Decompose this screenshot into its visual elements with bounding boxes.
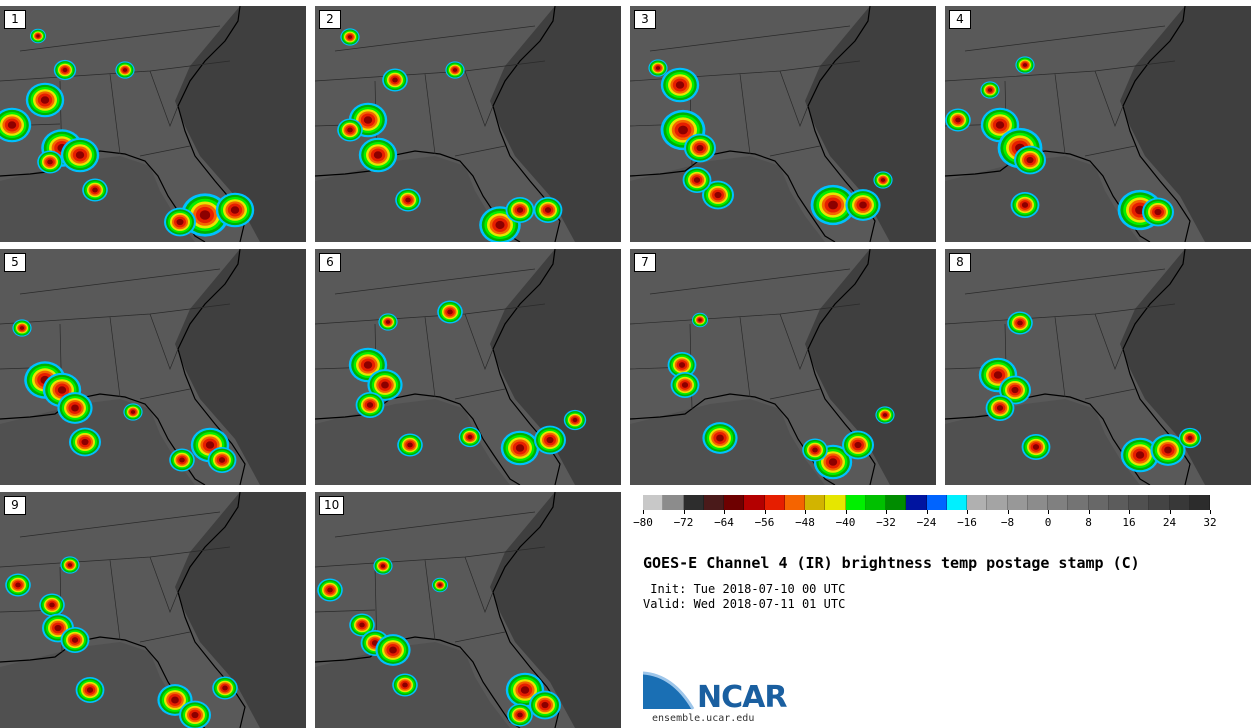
panel-number: 4 [949,10,971,29]
colorbar-label: 16 [1122,516,1136,529]
colorbar-label: −64 [714,516,734,529]
colorbar-segment [1129,495,1150,510]
member-panel: 6 [315,249,621,485]
panel-number: 1 [4,10,26,29]
member-panel: 8 [945,249,1251,485]
colorbar-segment [946,495,967,510]
member-panel: 3 [630,6,936,242]
colorbar-segment [1027,495,1048,510]
colorbar-tick [643,510,644,514]
colorbar-segment [1189,495,1210,510]
colorbar-segment [1007,495,1028,510]
figure-title: GOES-E Channel 4 (IR) brightness temp po… [643,554,1140,572]
colorbar-tick [764,510,766,514]
ir-satellite-map [315,492,621,728]
colorbar-segment [1068,495,1089,510]
init-time: Init: Tue 2018-07-10 00 UTC [643,582,846,596]
valid-time: Valid: Wed 2018-07-11 01 UTC [643,597,846,611]
member-panel: 7 [630,249,936,485]
colorbar-tick [845,510,847,514]
colorbar-label: 8 [1085,516,1092,529]
colorbar-segment [724,495,745,510]
logo-url: ensemble.ucar.edu [652,713,755,724]
ir-satellite-map [315,249,621,485]
panel-number: 9 [4,496,26,515]
member-panel: 2 [315,6,621,242]
ir-satellite-map [0,6,306,242]
colorbar-segment [784,495,805,510]
colorbar-segment [744,495,765,510]
colorbar-tick [1210,510,1211,514]
ir-satellite-map [630,6,936,242]
ncar-wordmark: NCAR [697,680,787,715]
colorbar-tick [1048,510,1049,514]
colorbar-segment [865,495,886,510]
colorbar-tick [1129,510,1130,514]
colorbar-segment [1088,495,1109,510]
colorbar-segment [1149,495,1170,510]
colorbar-tick [805,510,806,514]
colorbar-segment [886,495,907,510]
colorbar-tick [1169,510,1171,514]
colorbar-label: −16 [957,516,977,529]
colorbar-segment [703,495,724,510]
panel-number: 5 [4,253,26,272]
colorbar-tick [886,510,887,514]
member-panel: 5 [0,249,306,485]
ir-satellite-map [0,492,306,728]
member-panel: 1 [0,6,306,242]
panel-number: 3 [634,10,656,29]
colorbar-segment [967,495,988,510]
colorbar-segment [643,495,664,510]
colorbar-segment [663,495,684,510]
colorbar-label: −80 [633,516,653,529]
colorbar-segment [805,495,826,510]
colorbar-segment [906,495,927,510]
colorbar-label: −32 [876,516,896,529]
colorbar-tick [724,510,725,514]
colorbar-tick [926,510,928,514]
colorbar-segment [987,495,1008,510]
colorbar-tick [1007,510,1009,514]
colorbar-segment [683,495,704,510]
panel-number: 2 [319,10,341,29]
colorbar-tick [683,510,685,514]
colorbar-label: 32 [1203,516,1217,529]
colorbar-segment [825,495,846,510]
panel-number: 6 [319,253,341,272]
member-panel: 4 [945,6,1251,242]
colorbar-tick [967,510,968,514]
ir-satellite-map [315,6,621,242]
colorbar-label: −48 [795,516,815,529]
colorbar-segment [764,495,785,510]
colorbar-label: −8 [1000,516,1015,529]
colorbar-label: −40 [835,516,856,529]
panel-number: 10 [319,496,345,515]
member-panel: 9 [0,492,306,728]
colorbar-label: 24 [1162,516,1177,529]
colorbar-segment [1048,495,1069,510]
ir-satellite-map [630,249,936,485]
panel-number: 8 [949,253,971,272]
colorbar-tick [1088,510,1090,514]
colorbar-label: −72 [673,516,694,529]
member-panel: 10 [315,492,621,728]
colorbar-segment [926,495,947,510]
ir-satellite-map [945,6,1251,242]
colorbar-label: −24 [916,516,937,529]
colorbar-label: 0 [1044,516,1052,529]
colorbar-segment [845,495,866,510]
panel-number: 7 [634,253,656,272]
ir-satellite-map [0,249,306,485]
ncar-logo-icon [643,671,695,710]
colorbar-label: −56 [754,516,775,529]
colorbar-segment [1169,495,1190,510]
colorbar-segment [1108,495,1129,510]
ir-satellite-map [945,249,1251,485]
